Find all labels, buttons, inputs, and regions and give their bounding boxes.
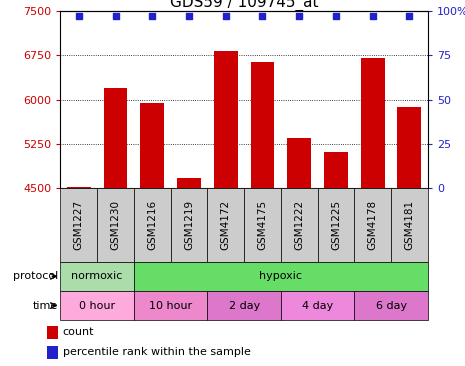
Bar (354, 291, 428, 320)
Bar (281, 188, 318, 262)
Bar (207, 188, 244, 262)
Text: GSM1230: GSM1230 (111, 200, 120, 250)
Title: GDS59 / 109745_at: GDS59 / 109745_at (170, 0, 319, 11)
Bar (67, 187, 91, 188)
Bar (214, 51, 238, 188)
Point (332, 14, 339, 19)
Bar (46, 346, 58, 359)
Point (148, 14, 156, 19)
Bar (46, 326, 58, 339)
Bar (354, 188, 391, 262)
Bar (324, 152, 348, 188)
Text: GSM1219: GSM1219 (184, 200, 194, 250)
Bar (361, 58, 385, 188)
Point (369, 14, 377, 19)
Text: GSM4178: GSM4178 (368, 200, 378, 250)
Text: 0 hour: 0 hour (79, 300, 115, 311)
Bar (281, 291, 354, 320)
Bar (134, 188, 171, 262)
Bar (177, 178, 201, 188)
Point (112, 14, 119, 19)
Point (185, 14, 193, 19)
Bar (104, 88, 127, 188)
Bar (391, 188, 428, 262)
Point (222, 14, 230, 19)
Bar (134, 262, 428, 291)
Text: percentile rank within the sample: percentile rank within the sample (63, 347, 251, 357)
Bar (287, 138, 311, 188)
Bar (97, 188, 134, 262)
Bar (171, 188, 207, 262)
Text: time: time (33, 300, 58, 311)
Bar (207, 291, 281, 320)
Text: protocol: protocol (13, 271, 58, 281)
Text: count: count (63, 328, 94, 337)
Bar (244, 188, 281, 262)
Text: GSM1216: GSM1216 (147, 200, 157, 250)
Bar (398, 108, 421, 188)
Text: GSM4175: GSM4175 (258, 200, 267, 250)
Text: 6 day: 6 day (376, 300, 406, 311)
Text: hypoxic: hypoxic (259, 271, 302, 281)
Text: GSM4181: GSM4181 (405, 200, 414, 250)
Point (405, 14, 413, 19)
Text: 2 day: 2 day (228, 300, 260, 311)
Text: normoxic: normoxic (72, 271, 123, 281)
Bar (140, 103, 164, 188)
Bar (318, 188, 354, 262)
Point (75, 14, 83, 19)
Bar (60, 188, 97, 262)
Bar (251, 63, 274, 188)
Point (259, 14, 266, 19)
Bar (60, 291, 134, 320)
Text: 10 hour: 10 hour (149, 300, 192, 311)
Text: GSM1222: GSM1222 (294, 200, 304, 250)
Text: GSM1225: GSM1225 (331, 200, 341, 250)
Bar (134, 291, 207, 320)
Text: GSM1227: GSM1227 (74, 200, 84, 250)
Point (296, 14, 303, 19)
Text: GSM4172: GSM4172 (221, 200, 231, 250)
Text: 4 day: 4 day (302, 300, 333, 311)
Bar (60, 262, 134, 291)
